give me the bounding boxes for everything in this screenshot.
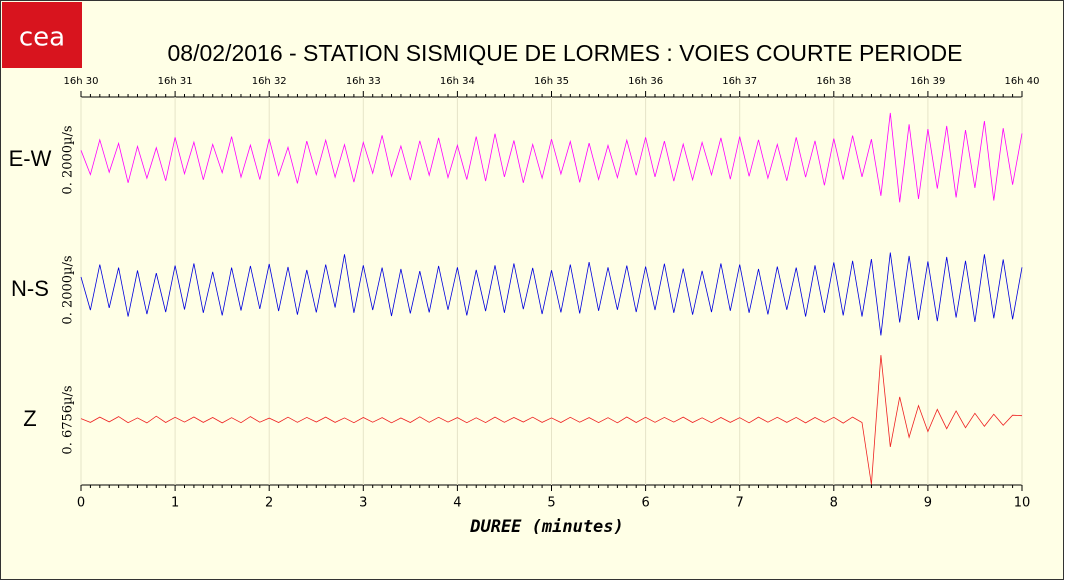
channel-name: Z [23,406,36,431]
top-tick-label: 16h 36 [628,76,663,87]
top-tick-label: 16h 38 [816,76,851,87]
top-tick-label: 16h 30 [64,76,99,87]
top-tick-label: 16h 34 [440,76,475,87]
x-tick-label: 4 [453,496,461,511]
x-axis-label: DUREE (minutes) [469,517,624,537]
trace [80,112,1023,203]
channel-name: N-S [11,276,49,301]
x-tick-label: 6 [641,496,649,511]
top-tick-label: 16h 33 [346,76,381,87]
top-tick-label: 16h 32 [252,76,287,87]
top-tick-label: 16h 40 [1005,76,1040,87]
x-tick-label: 0 [77,496,85,511]
trace [80,252,1023,336]
trace [80,355,1023,485]
top-tick-label: 16h 35 [534,76,569,87]
logo-box [2,2,82,68]
channel-scale: 0. 6756µ/s [61,385,76,454]
x-tick-label: 9 [924,496,932,511]
x-tick-label: 3 [359,496,367,511]
x-tick-label: 8 [830,496,838,511]
x-tick-label: 1 [171,496,179,511]
chart-title: 08/02/2016 - STATION SISMIQUE DE LORMES … [168,40,963,66]
x-tick-label: 2 [265,496,273,511]
channel-name: E-W [9,146,52,171]
channel-scale: 0. 2000µ/s [61,125,76,194]
logo: cea [19,23,65,53]
x-tick-label: 7 [736,496,744,511]
x-tick-label: 5 [547,496,555,511]
channel-scale: 0. 2000µ/s [61,255,76,324]
top-tick-label: 16h 39 [910,76,945,87]
top-tick-label: 16h 37 [722,76,757,87]
top-tick-label: 16h 31 [158,76,193,87]
x-tick-label: 10 [1014,496,1031,511]
